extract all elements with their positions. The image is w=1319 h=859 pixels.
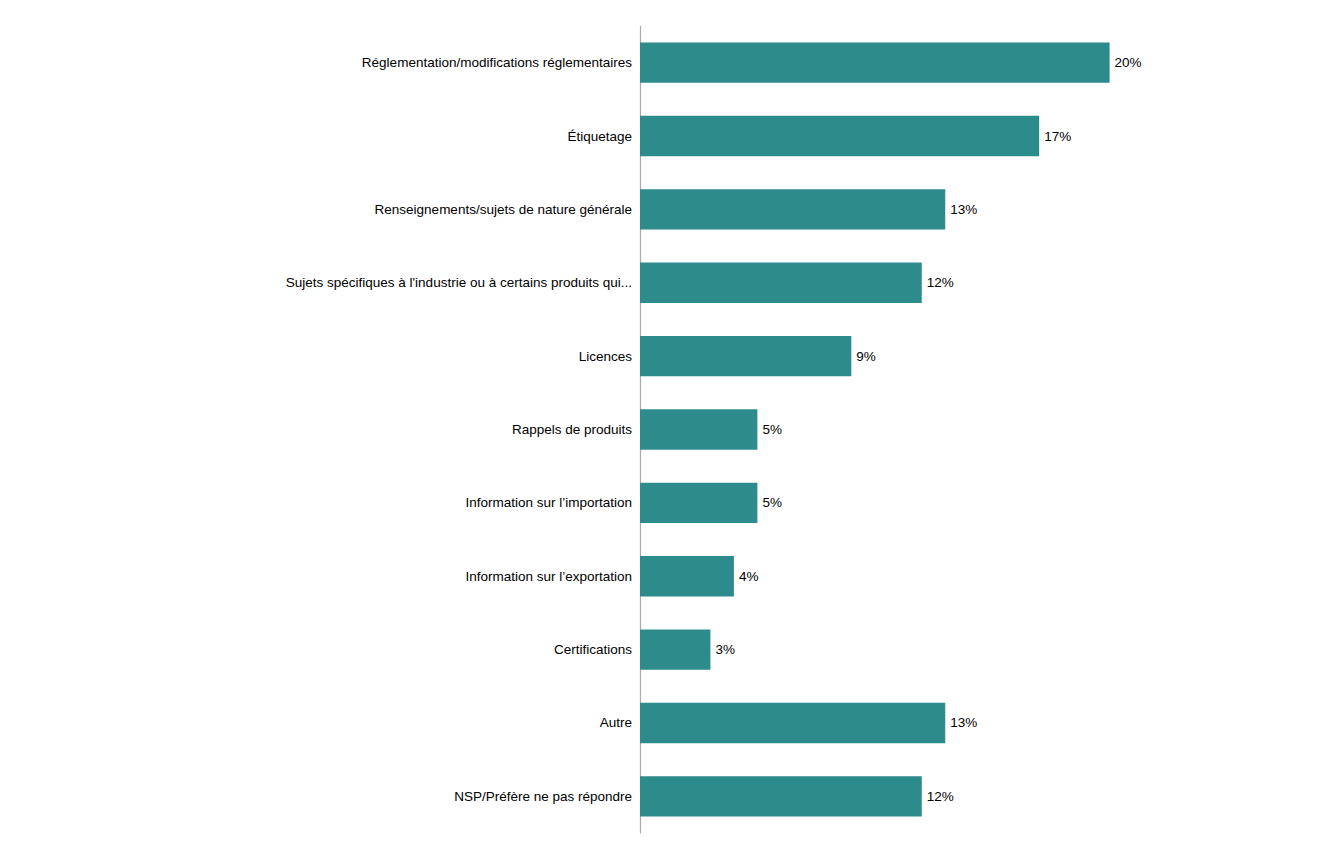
svg-text:Étiquetage: Étiquetage bbox=[567, 129, 632, 144]
svg-text:Renseignements/sujets de natur: Renseignements/sujets de nature générale bbox=[375, 202, 632, 217]
svg-text:Information sur l’exportation: Information sur l’exportation bbox=[465, 569, 632, 584]
svg-text:5%: 5% bbox=[762, 422, 782, 437]
svg-text:Certifications: Certifications bbox=[554, 642, 632, 657]
svg-text:3%: 3% bbox=[715, 642, 735, 657]
svg-text:NSP/Préfère ne pas répondre: NSP/Préfère ne pas répondre bbox=[454, 789, 632, 804]
svg-text:Autre: Autre bbox=[600, 715, 632, 730]
svg-text:17%: 17% bbox=[1044, 129, 1071, 144]
svg-text:20%: 20% bbox=[1115, 55, 1142, 70]
svg-text:Sujets spécifiques à l'industr: Sujets spécifiques à l'industrie ou à ce… bbox=[286, 275, 632, 290]
svg-text:Licences: Licences bbox=[579, 349, 633, 364]
svg-text:13%: 13% bbox=[950, 715, 977, 730]
svg-text:Réglementation/modifications r: Réglementation/modifications réglementai… bbox=[362, 55, 632, 70]
svg-text:9%: 9% bbox=[856, 349, 876, 364]
svg-text:13%: 13% bbox=[950, 202, 977, 217]
svg-text:12%: 12% bbox=[927, 789, 954, 804]
svg-text:4%: 4% bbox=[739, 569, 759, 584]
svg-text:Information sur l’importation: Information sur l’importation bbox=[465, 495, 632, 510]
svg-text:5%: 5% bbox=[762, 495, 782, 510]
svg-text:Rappels de produits: Rappels de produits bbox=[512, 422, 632, 437]
svg-text:12%: 12% bbox=[927, 275, 954, 290]
